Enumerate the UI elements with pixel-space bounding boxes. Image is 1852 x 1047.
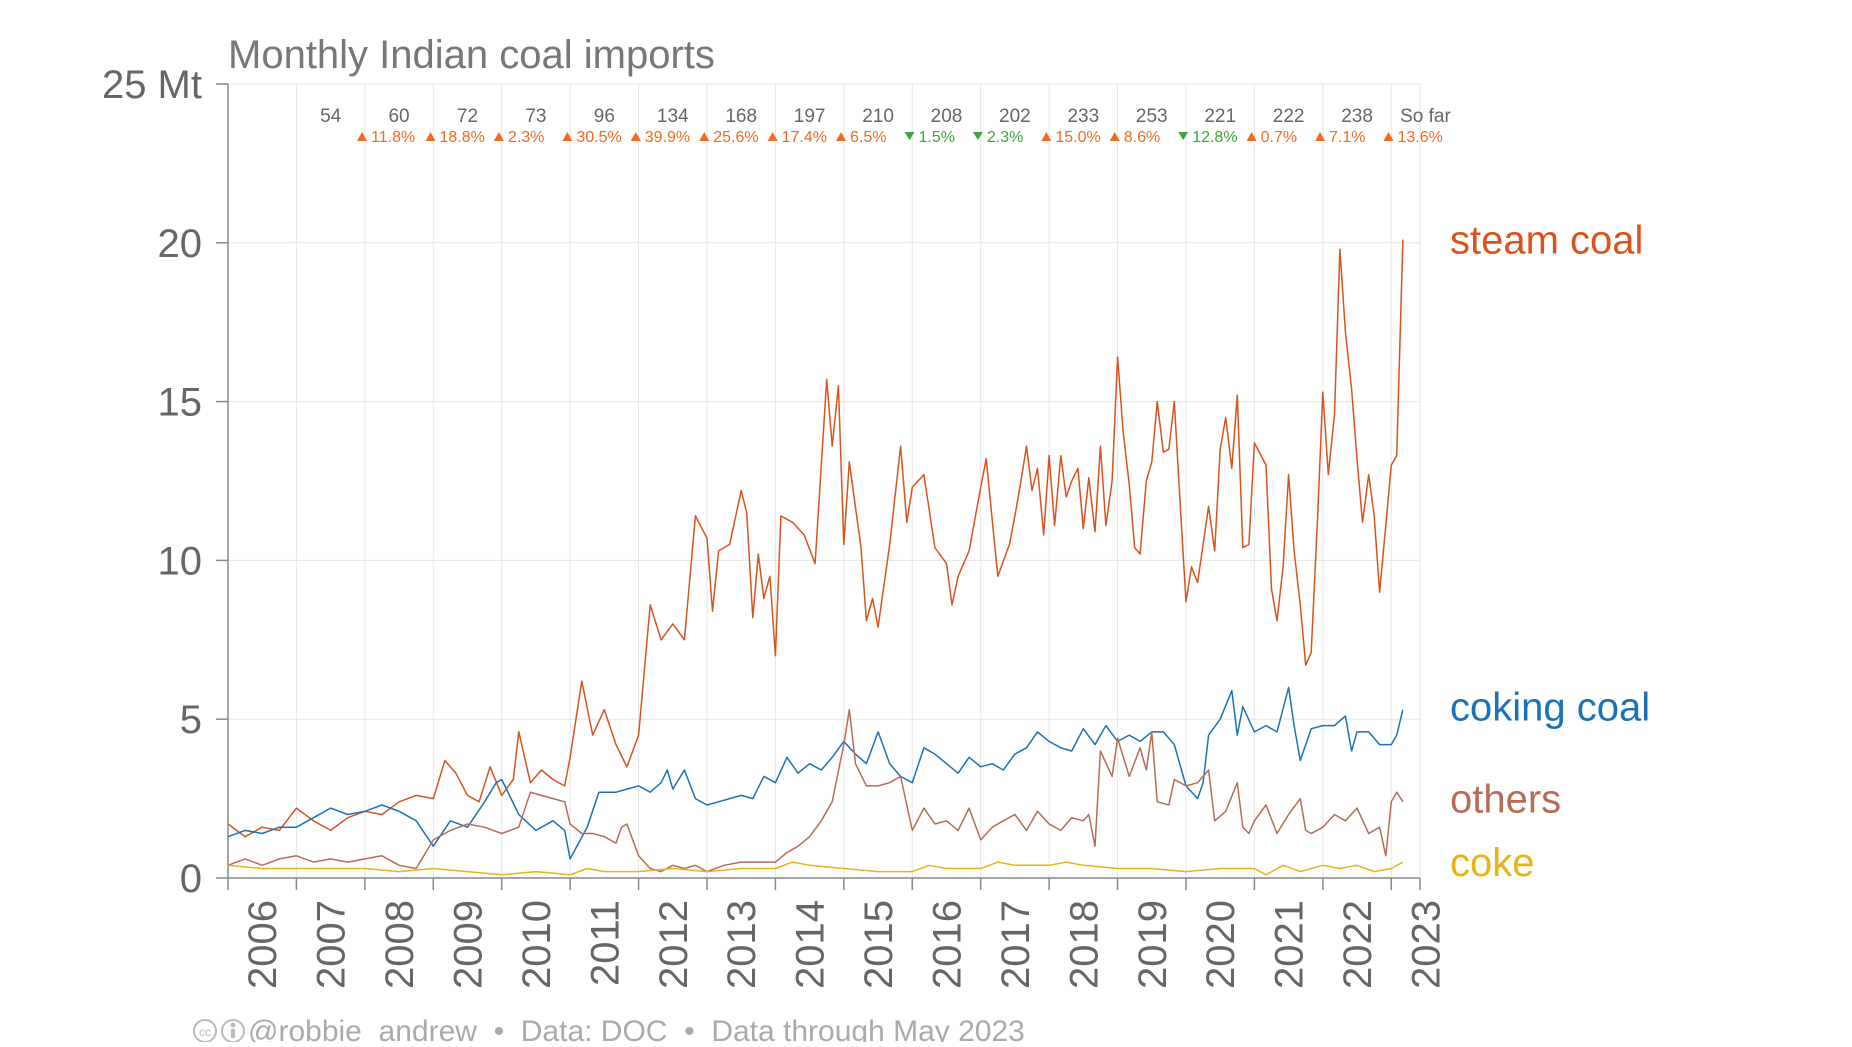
x-tick-label: 2016 [925,900,969,989]
series-line-coke [227,861,1404,876]
annual-total: 60 [388,106,409,127]
annual-change: 7.1% [1329,129,1365,146]
x-tick-label: 2013 [720,900,764,989]
y-tick-label: 5 [180,698,202,742]
x-tick-label: 2010 [515,900,559,989]
grid-layer [227,83,1421,878]
annual-total: 197 [794,106,826,127]
annual-total: 72 [457,106,478,127]
x-tick-label: 2021 [1268,900,1312,989]
increase-arrow-icon [699,132,710,141]
annual-change: 13.6% [1397,129,1442,146]
cc-license-icon: cc [193,1019,217,1043]
annual-total: 210 [862,106,894,127]
x-tick-label: 2017 [994,900,1038,989]
x-tick-label: 2019 [1131,900,1175,989]
increase-arrow-icon [1246,132,1257,141]
annual-total: 221 [1204,106,1236,127]
increase-arrow-icon [357,132,368,141]
series-line-others [227,708,1404,873]
increase-arrow-icon [630,132,641,141]
annual-total: 202 [999,106,1031,127]
annual-change: 11.8% [371,129,415,146]
increase-arrow-icon [836,132,847,141]
series-line-steam-coal [227,239,1404,838]
annual-change: 2.3% [508,129,544,146]
x-tick-label: 2007 [310,900,354,989]
series-label-steam-coal: steam coal [1450,219,1643,263]
y-tick-label: 0 [180,857,202,901]
annual-total: 253 [1136,106,1168,127]
annual-total: 168 [725,106,757,127]
annual-change: 18.8% [439,129,484,146]
x-tick-label: 2009 [446,900,490,989]
annual-total: 238 [1341,106,1373,127]
annual-total: So far [1400,106,1451,127]
decrease-arrow-icon [1178,132,1189,140]
increase-arrow-icon [425,132,436,141]
x-tick-label: 2011 [583,900,627,986]
svg-text:cc: cc [199,1025,211,1039]
chart-title: Monthly Indian coal imports [228,33,715,77]
increase-arrow-icon [562,132,573,141]
series-labels: steam coal coking coal others coke [1450,219,1650,885]
annual-change: 39.9% [645,129,690,146]
y-tick-label: 20 [158,222,203,266]
x-tick-label: 2023 [1404,900,1448,989]
increase-arrow-icon [767,132,778,141]
x-tick-label: 2012 [652,900,696,989]
annual-change: 25.6% [713,129,758,146]
annual-total: 134 [657,106,689,127]
footer: cc @robbie_andrew • Data: DOC • Data thr… [193,1015,1025,1047]
annual-change: 30.5% [576,129,621,146]
series-label-coking-coal: coking coal [1450,685,1650,729]
axis-layer: 0 5 10 15 20 25 Mt 2006 2007 2008 2009 2010 2011 201… [102,63,1449,989]
increase-arrow-icon [493,132,504,141]
annual-total: 54 [320,106,342,127]
increase-arrow-icon [1041,132,1052,141]
increase-arrow-icon [1383,132,1394,141]
attribution-icon [221,1019,245,1043]
annual-change: 12.8% [1192,129,1237,146]
y-tick-label: 10 [158,539,203,583]
annual-change: 1.5% [918,129,954,146]
decrease-arrow-icon [972,132,983,140]
x-tick-label: 2015 [857,900,901,989]
x-tick-label: 2022 [1336,900,1380,989]
increase-arrow-icon [1315,132,1326,141]
series-layer [227,239,1404,876]
annual-total: 222 [1273,106,1305,127]
series-line-coking-coal [227,686,1404,860]
y-tick-label: 15 [158,381,203,425]
x-tick-label: 2014 [789,900,833,989]
decrease-arrow-icon [904,132,915,140]
increase-arrow-icon [1109,132,1120,141]
x-tick-label: 2018 [1062,900,1106,989]
footer-text: @robbie_andrew • Data: DOC • Data throug… [248,1015,1025,1042]
x-tick-label: 2020 [1199,900,1243,989]
annual-change: 6.5% [850,129,886,146]
annual-total: 96 [594,106,615,127]
annual-total: 233 [1067,106,1099,127]
annual-change: 15.0% [1055,129,1100,146]
annual-change: 2.3% [987,129,1023,146]
series-label-coke: coke [1450,841,1535,885]
annual-total: 208 [931,106,963,127]
series-label-others: others [1450,778,1561,822]
x-tick-label: 2008 [378,900,422,989]
annual-total: 73 [525,106,546,127]
annual-totals: 54 60 11.8% 72 18.8% 73 2.3% 96 30.5% 134 39.9% 168… [320,106,1451,146]
annual-change: 17.4% [782,129,827,146]
annual-change: 8.6% [1124,129,1160,146]
annual-change: 0.7% [1261,129,1297,146]
x-tick-label: 2006 [241,900,285,989]
y-tick-label: 25 Mt [102,63,202,107]
